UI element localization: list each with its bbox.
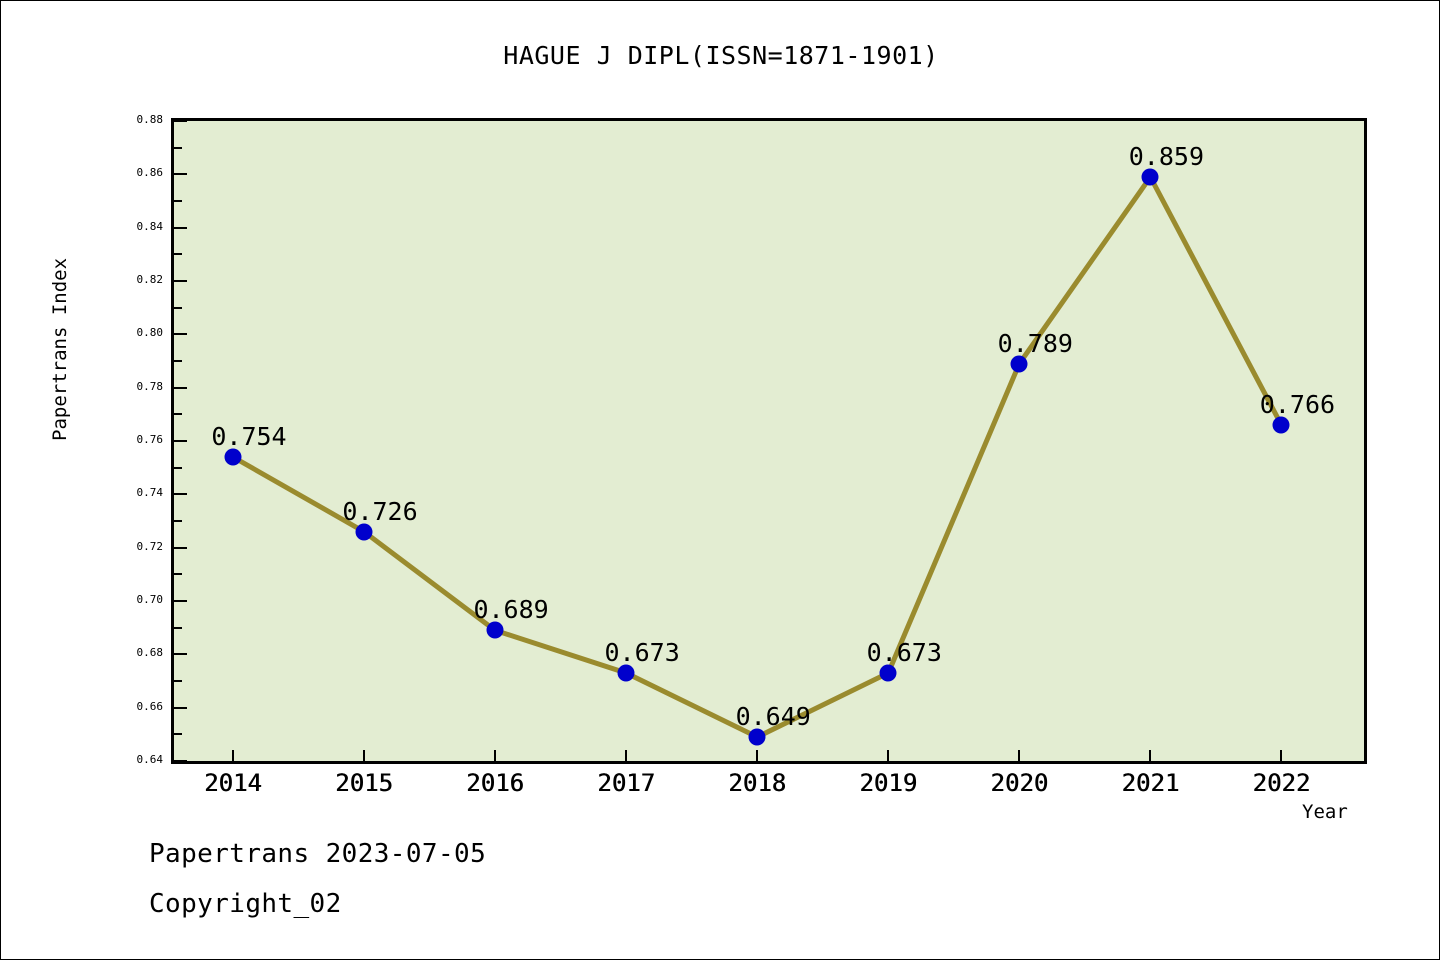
x-tick-major	[1018, 750, 1021, 761]
data-point-marker[interactable]	[224, 448, 242, 466]
y-tick-major	[174, 546, 187, 549]
x-tick-major	[1149, 750, 1152, 761]
y-tick-minor	[174, 626, 182, 629]
y-tick-minor	[174, 146, 182, 149]
data-point-marker[interactable]	[1010, 355, 1028, 373]
x-tick-major	[1280, 750, 1283, 761]
chart-title: HAGUE J DIPL(ISSN=1871-1901)	[503, 41, 939, 70]
plot-area: 0.754 0.726 0.689 0.673 0.649 0.673 0.789 0.859…	[171, 118, 1367, 764]
y-tick-label: 0.84	[136, 219, 164, 233]
x-tick-label: 2019	[859, 769, 918, 797]
y-tick-label: 0.76	[136, 433, 164, 446]
y-tick-minor	[174, 573, 182, 576]
y-tick-label: 0.70	[136, 593, 164, 606]
y-tick-minor	[174, 360, 182, 362]
y-tick-major	[174, 226, 187, 229]
y-tick-minor	[174, 680, 182, 682]
y-tick-label: 0.86	[136, 166, 164, 180]
y-tick-major	[174, 760, 187, 762]
x-tick-label: 2017	[597, 769, 656, 797]
data-point-marker[interactable]	[355, 523, 373, 541]
y-tick-major	[174, 120, 187, 122]
y-tick-minor	[174, 253, 182, 256]
data-point-marker[interactable]	[486, 621, 504, 639]
x-tick-label: 2014	[204, 769, 262, 797]
data-point-marker[interactable]	[879, 664, 897, 682]
line-series	[231, 172, 1284, 740]
y-tick-label: 0.82	[136, 273, 164, 286]
y-tick-minor	[174, 413, 182, 416]
y-tick-major	[174, 493, 187, 496]
x-tick-label: 2021	[1121, 769, 1180, 797]
y-tick-label: 0.80	[136, 326, 164, 340]
x-axis-label: Year	[1302, 801, 1348, 823]
plot-inner: 0.754 0.726 0.689 0.673 0.649 0.673 0.789 0.859…	[174, 120, 1364, 762]
y-tick-major	[174, 333, 187, 336]
y-tick-label: 0.64	[136, 753, 164, 766]
y-tick-major	[174, 653, 187, 656]
x-tick-major	[231, 750, 234, 761]
data-point-marker[interactable]	[1272, 416, 1290, 434]
y-tick-major	[174, 440, 187, 442]
x-tick-major	[363, 750, 366, 761]
y-tick-label: 0.72	[136, 539, 164, 553]
data-point-marker[interactable]	[1141, 168, 1159, 186]
y-tick-label: 0.68	[136, 646, 164, 660]
y-tick-label: 0.74	[136, 486, 164, 500]
x-tick-label: 2018	[728, 769, 787, 797]
x-tick-label: 2022	[1252, 769, 1311, 797]
x-tick-major	[887, 750, 890, 761]
y-tick-minor	[174, 466, 182, 469]
y-tick-minor	[174, 200, 182, 202]
y-tick-major	[174, 173, 187, 176]
y-tick-major	[174, 280, 187, 282]
x-tick-major	[756, 750, 759, 761]
y-tick-major	[174, 600, 187, 602]
y-tick-minor	[174, 520, 182, 522]
series-polyline	[231, 172, 1284, 740]
x-tick-label: 2015	[335, 769, 393, 797]
y-tick-minor	[174, 306, 182, 309]
x-tick-label: 2016	[466, 769, 524, 797]
y-axis-label: Papertrans Index	[49, 257, 71, 441]
x-tick-label: 2020	[990, 769, 1049, 797]
y-tick-label: 0.66	[136, 699, 164, 713]
footer-copyright: Copyright_02	[149, 889, 342, 919]
y-tick-major	[174, 706, 187, 709]
x-tick-major	[625, 750, 628, 761]
data-point-marker[interactable]	[617, 664, 635, 682]
x-tick-major	[494, 750, 497, 761]
y-tick-label: 0.78	[136, 379, 164, 393]
data-point-marker[interactable]	[748, 728, 766, 746]
y-tick-minor	[174, 733, 182, 736]
y-tick-major	[174, 386, 187, 389]
y-tick-label: 0.88	[136, 113, 164, 126]
footer-source-date: Papertrans 2023-07-05	[149, 839, 487, 869]
